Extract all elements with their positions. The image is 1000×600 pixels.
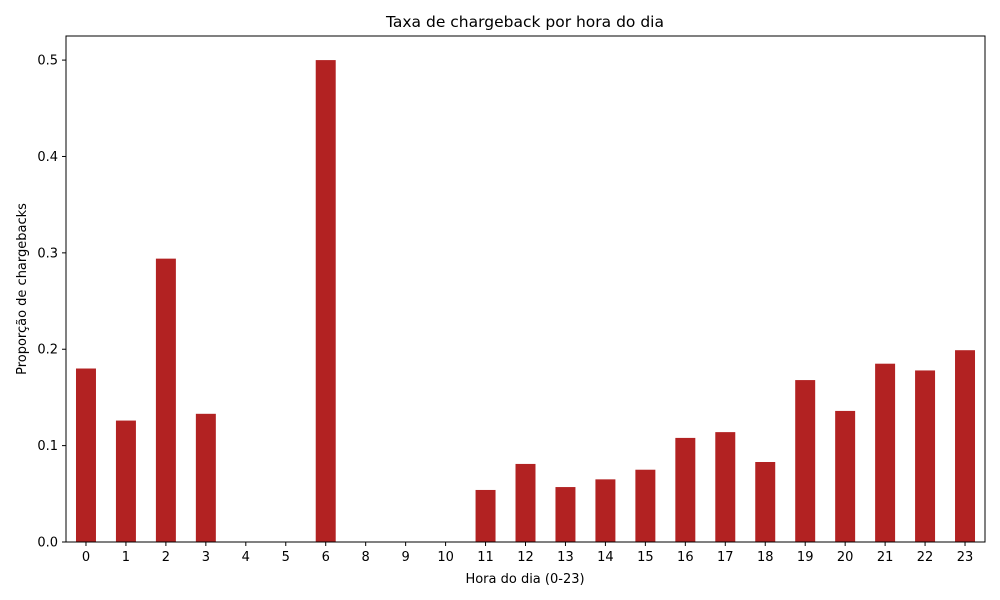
y-tick-label: 0.0 bbox=[37, 536, 58, 551]
bar-hour-20 bbox=[835, 410, 856, 542]
x-tick-label: 14 bbox=[597, 550, 614, 565]
x-tick-label: 20 bbox=[837, 550, 854, 565]
bar-hour-18 bbox=[755, 462, 776, 542]
x-tick-label: 12 bbox=[517, 550, 534, 565]
y-axis-ticks: 0.0 0.1 0.2 0.3 0.4 0.5 bbox=[37, 54, 66, 551]
x-tick-label: 1 bbox=[122, 550, 130, 565]
y-tick-label: 0.2 bbox=[37, 343, 58, 358]
x-tick-label: 23 bbox=[957, 550, 974, 565]
bar-hour-6 bbox=[315, 60, 336, 542]
y-axis-title: Proporção de chargebacks bbox=[15, 203, 30, 375]
x-axis-title: Hora do dia (0-23) bbox=[465, 572, 584, 587]
bar-hour-12 bbox=[515, 463, 536, 542]
x-tick-label: 15 bbox=[637, 550, 654, 565]
bar-hour-11 bbox=[475, 489, 496, 542]
bar-hour-21 bbox=[875, 363, 896, 542]
x-tick-label: 21 bbox=[877, 550, 894, 565]
x-tick-label: 19 bbox=[797, 550, 814, 565]
bar-hour-0 bbox=[75, 368, 96, 542]
x-tick-label: 13 bbox=[557, 550, 574, 565]
y-tick-label: 0.3 bbox=[37, 246, 58, 261]
bar-hour-14 bbox=[595, 479, 616, 542]
x-tick-label: 10 bbox=[437, 550, 454, 565]
x-tick-label: 2 bbox=[162, 550, 170, 565]
y-tick-label: 0.5 bbox=[37, 54, 58, 69]
x-tick-label: 4 bbox=[242, 550, 250, 565]
bar-hour-17 bbox=[715, 432, 736, 542]
y-tick-label: 0.1 bbox=[37, 439, 58, 454]
chart-title: Taxa de chargeback por hora do dia bbox=[385, 13, 664, 31]
bar-hour-19 bbox=[795, 380, 816, 542]
x-tick-label: 6 bbox=[322, 550, 330, 565]
x-tick-label: 8 bbox=[362, 550, 370, 565]
x-tick-label: 16 bbox=[677, 550, 694, 565]
bar-hour-15 bbox=[635, 469, 656, 542]
bar-hour-1 bbox=[115, 420, 136, 542]
plot-area-frame bbox=[65, 35, 986, 543]
x-tick-label: 0 bbox=[82, 550, 90, 565]
x-tick-label: 3 bbox=[202, 550, 210, 565]
bar-hour-3 bbox=[195, 413, 216, 542]
bar-hour-13 bbox=[555, 487, 576, 542]
x-tick-label: 22 bbox=[917, 550, 934, 565]
y-tick-label: 0.4 bbox=[37, 150, 58, 165]
bar-hour-2 bbox=[155, 258, 176, 542]
bar-hour-23 bbox=[955, 350, 976, 542]
x-tick-label: 11 bbox=[477, 550, 494, 565]
bar-hour-22 bbox=[915, 370, 936, 542]
x-tick-label: 9 bbox=[401, 550, 409, 565]
bar-hour-16 bbox=[675, 437, 696, 542]
bars-group bbox=[75, 60, 976, 542]
x-tick-label: 5 bbox=[282, 550, 290, 565]
x-tick-label: 18 bbox=[757, 550, 774, 565]
x-axis-ticks: 0 1 2 3 4 5 6 8 9 10 11 12 13 14 15 16 17 18 19 20 21 22 23 bbox=[82, 542, 973, 565]
x-tick-label: 17 bbox=[717, 550, 734, 565]
